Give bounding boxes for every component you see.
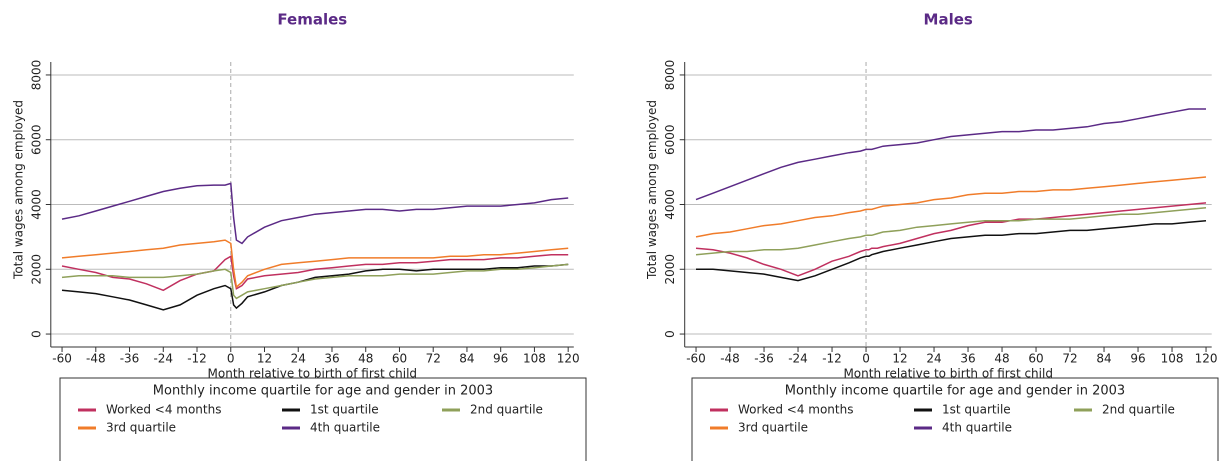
x-tick-label: 12 bbox=[892, 352, 907, 366]
y-tick-label: 6000 bbox=[29, 124, 43, 155]
x-tick-label: 96 bbox=[493, 352, 508, 366]
x-tick-label: 36 bbox=[960, 352, 975, 366]
legend-box bbox=[691, 377, 1219, 461]
series-line bbox=[61, 182, 569, 245]
series-line bbox=[61, 253, 569, 292]
x-tick-label: 24 bbox=[926, 352, 941, 366]
legend-box bbox=[59, 377, 587, 461]
x-axis-label: Month relative to birth of first child bbox=[208, 367, 418, 381]
legend-label: Worked <4 months bbox=[738, 403, 853, 417]
y-axis-label: Total wages among employed bbox=[11, 100, 25, 280]
x-tick-label: 108 bbox=[523, 352, 546, 366]
x-tick-label: 108 bbox=[1161, 352, 1184, 366]
series-line bbox=[695, 176, 1207, 238]
y-axis-label: Total wages among employed bbox=[645, 100, 659, 280]
x-tick-label: 36 bbox=[324, 352, 339, 366]
series-line bbox=[695, 202, 1207, 277]
legend-label: 2nd quartile bbox=[470, 403, 543, 417]
y-tick-label: 4000 bbox=[663, 189, 677, 220]
legend-label: 1st quartile bbox=[942, 403, 1011, 417]
x-tick-label: -36 bbox=[120, 352, 140, 366]
legend-title: Monthly income quartile for age and gend… bbox=[785, 384, 1125, 399]
x-tick-label: -48 bbox=[86, 352, 106, 366]
x-tick-label: 72 bbox=[426, 352, 441, 366]
legend-label: 3rd quartile bbox=[738, 421, 808, 435]
x-tick-label: 48 bbox=[358, 352, 373, 366]
x-tick-label: -48 bbox=[720, 352, 740, 366]
y-tick-label: 6000 bbox=[663, 124, 677, 155]
series-line bbox=[695, 108, 1206, 201]
x-tick-label: -12 bbox=[822, 352, 842, 366]
series-line bbox=[695, 206, 1207, 256]
x-tick-label: 48 bbox=[994, 352, 1009, 366]
chart-title: Females bbox=[277, 11, 347, 29]
series-line bbox=[61, 263, 569, 300]
legend-label: 4th quartile bbox=[942, 421, 1012, 435]
x-tick-label: 60 bbox=[1028, 352, 1043, 366]
legend-label: Worked <4 months bbox=[106, 403, 221, 417]
x-tick-label: -24 bbox=[153, 352, 173, 366]
y-tick-label: 0 bbox=[29, 330, 43, 338]
y-tick-label: 2000 bbox=[29, 254, 43, 285]
chart-title: Males bbox=[924, 11, 973, 29]
x-tick-label: 72 bbox=[1062, 352, 1077, 366]
series-line bbox=[61, 263, 569, 311]
x-tick-label: -60 bbox=[52, 352, 72, 366]
x-tick-label: 84 bbox=[459, 352, 474, 366]
y-tick-label: 2000 bbox=[663, 254, 677, 285]
x-tick-label: 0 bbox=[862, 352, 870, 366]
x-tick-label: -12 bbox=[187, 352, 207, 366]
x-tick-label: 24 bbox=[291, 352, 306, 366]
x-tick-label: 60 bbox=[392, 352, 407, 366]
x-tick-label: -24 bbox=[788, 352, 808, 366]
x-tick-label: 96 bbox=[1130, 352, 1145, 366]
legend-label: 1st quartile bbox=[310, 403, 379, 417]
y-tick-label: 8000 bbox=[663, 60, 677, 91]
x-tick-label: 120 bbox=[557, 352, 580, 366]
series-line bbox=[61, 239, 569, 289]
x-tick-label: 0 bbox=[227, 352, 235, 366]
legend-label: 3rd quartile bbox=[106, 421, 176, 435]
legend-title: Monthly income quartile for age and gend… bbox=[153, 384, 493, 399]
x-tick-label: -60 bbox=[686, 352, 706, 366]
y-tick-label: 0 bbox=[663, 330, 677, 338]
x-tick-label: -36 bbox=[754, 352, 774, 366]
y-tick-label: 4000 bbox=[29, 189, 43, 220]
legend-label: 4th quartile bbox=[310, 421, 380, 435]
x-tick-label: 12 bbox=[257, 352, 272, 366]
series-line bbox=[696, 219, 1207, 282]
y-tick-label: 8000 bbox=[29, 60, 43, 91]
x-tick-label: 120 bbox=[1195, 352, 1218, 366]
x-axis-label: Month relative to birth of first child bbox=[843, 367, 1053, 381]
legend-label: 2nd quartile bbox=[1102, 403, 1175, 417]
x-tick-label: 84 bbox=[1096, 352, 1111, 366]
